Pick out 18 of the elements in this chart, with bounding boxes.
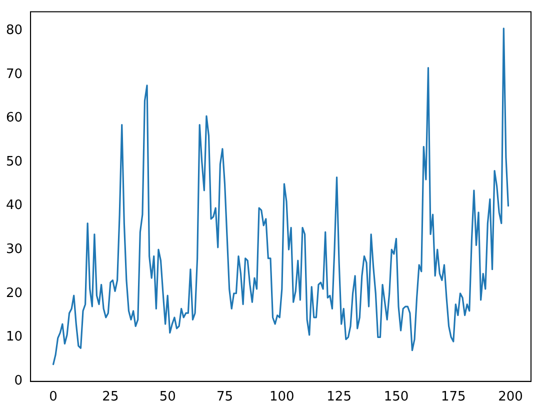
y-tick-label: 40	[6, 198, 23, 214]
x-tick-label: 0	[49, 390, 58, 405]
y-tick-label: 30	[6, 242, 23, 257]
y-tick-label: 80	[6, 23, 23, 38]
x-tick-label: 25	[102, 390, 119, 405]
y-tick-label: 20	[6, 286, 23, 301]
y-tick-label: 70	[6, 66, 23, 82]
x-tick-label: 200	[498, 390, 523, 405]
x-tick-label: 175	[440, 390, 466, 405]
x-tick-label: 125	[326, 390, 352, 405]
x-tick-label: 150	[384, 390, 409, 405]
y-tick-label: 50	[6, 154, 23, 170]
x-tick-label: 75	[216, 390, 234, 405]
y-tick-label: 60	[6, 110, 23, 126]
x-tick-label: 50	[159, 390, 176, 405]
y-tick-label: 10	[6, 330, 23, 345]
x-tick-label: 100	[270, 390, 294, 405]
y-tick-label: 0	[14, 373, 23, 388]
